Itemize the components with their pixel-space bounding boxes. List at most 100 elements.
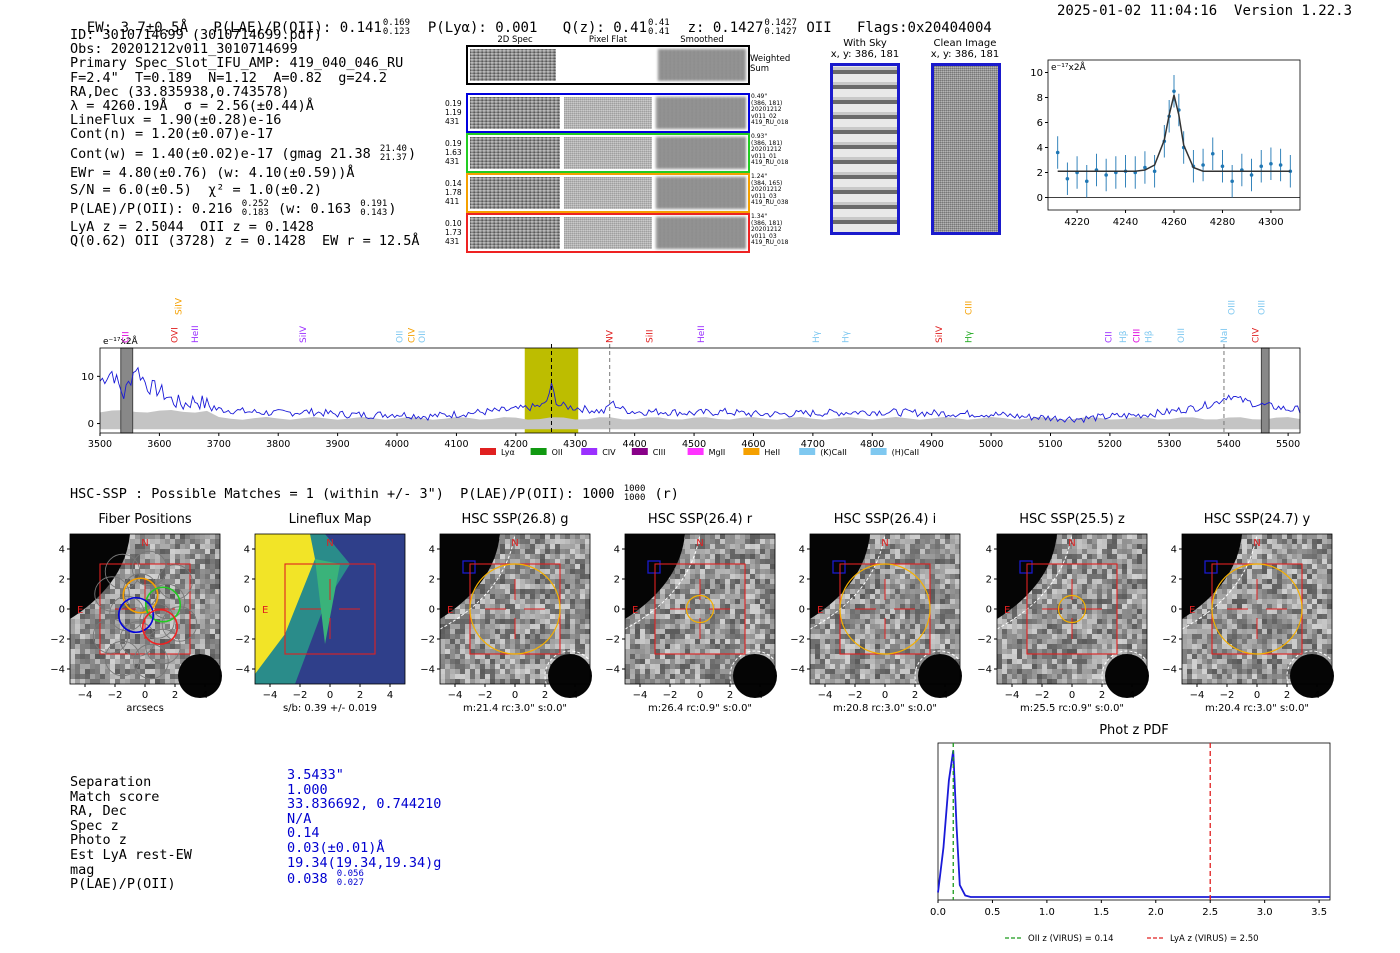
hsc-pixel (920, 554, 925, 559)
spectrum-line-label: OIII (1257, 300, 1267, 315)
hsc-pixel (500, 539, 505, 544)
hsc-pixel (1062, 614, 1067, 619)
hsc-pixel (540, 644, 545, 649)
hsc-pixel (185, 584, 190, 589)
hsc-pixel (575, 609, 580, 614)
hsc-pixel (555, 639, 560, 644)
hsc-pixel (125, 579, 130, 584)
hsc-pixel (645, 654, 650, 659)
hsc-pixel (715, 659, 720, 664)
hsc-pixel (90, 629, 95, 634)
hsc-pixel (530, 644, 535, 649)
hsc-pixel (660, 634, 665, 639)
hsc-pixel (1122, 569, 1127, 574)
hsc-pixel (855, 599, 860, 604)
hsc-pixel (515, 674, 520, 679)
mask-contour (729, 650, 780, 702)
hsc-pixel (175, 649, 180, 654)
hsc-pixel (470, 614, 475, 619)
hsc-pixel (645, 659, 650, 664)
hsc-pixel (900, 574, 905, 579)
hsc-xtick-label: 0 (327, 690, 333, 701)
hsc-pixel (1002, 644, 1007, 649)
hsc-pixel (1107, 659, 1112, 664)
hsc-pixel (930, 589, 935, 594)
hsc-pixel (875, 534, 880, 539)
hsc-pixel (85, 609, 90, 614)
hsc-pixel (1047, 569, 1052, 574)
hsc-pixel (1032, 609, 1037, 614)
hsc-pixel (750, 639, 755, 644)
hsc-pixel (1102, 539, 1107, 544)
hsc-pixel (535, 649, 540, 654)
hsc-pixel (670, 674, 675, 679)
east-label: E (817, 605, 823, 616)
hsc-pixel (880, 674, 885, 679)
q-line: Q(0.62) OII (3728) z = 0.1428 EW r = 12.… (70, 233, 420, 250)
hsc-pixel (740, 629, 745, 634)
hsc-pixel (625, 679, 630, 684)
hsc-pixel (460, 679, 465, 684)
hsc-pixel (1002, 664, 1007, 669)
hsc-pixel (695, 574, 700, 579)
hsc-pixel (715, 674, 720, 679)
hsc-pixel (1082, 649, 1087, 654)
hsc-pixel (665, 669, 670, 674)
hsc-pixel (1112, 614, 1117, 619)
hsc-pixel (1102, 549, 1107, 554)
hsc-pixel (1092, 609, 1097, 614)
hsc-pixel (570, 554, 575, 559)
hsc-pixel (570, 599, 575, 604)
hsc-pixel (185, 619, 190, 624)
hsc-pixel (740, 599, 745, 604)
hsc-pixel (825, 679, 830, 684)
hsc-pixel (1102, 564, 1107, 569)
hsc-pixel (690, 644, 695, 649)
hsc-pixel (520, 649, 525, 654)
plae-a: P(LAE)/P(OII): 0.216 (70, 201, 233, 218)
hsc-pixel (695, 659, 700, 664)
hsc-pixel (580, 579, 585, 584)
hsc-pixel (475, 634, 480, 639)
hsc-pixel (520, 624, 525, 629)
hsc-pixel (1077, 584, 1082, 589)
hsc-pixel (100, 629, 105, 634)
hsc-pixel (750, 614, 755, 619)
hsc-pixel (575, 579, 580, 584)
hsc-pixel (550, 619, 555, 624)
hsc-ytick-label: −4 (50, 665, 65, 676)
hsc-pixel (570, 569, 575, 574)
hsc-pixel (1002, 619, 1007, 624)
hsc-pixel (1087, 539, 1092, 544)
hsc-pixel (145, 544, 150, 549)
hsc-pixel (1062, 664, 1067, 669)
hsc-pixel (725, 574, 730, 579)
hsc-pixel (740, 644, 745, 649)
hsc-pixel (545, 614, 550, 619)
hsc-pixel (770, 589, 775, 594)
hsc-pixel (885, 534, 890, 539)
hsc-pixel (695, 564, 700, 569)
hsc-pixel (930, 559, 935, 564)
hsc-pixel (875, 594, 880, 599)
hsc-pixel (170, 564, 175, 569)
hsc-pixel (635, 624, 640, 629)
hsc-pixel (145, 639, 150, 644)
fiber-stats: 0.19 1.19 431 (445, 99, 465, 126)
hsc-pixel (145, 589, 150, 594)
hsc-pixel (70, 619, 75, 624)
hsc-pixel (1082, 559, 1087, 564)
hsc-pixel (935, 559, 940, 564)
hsc-pixel (1132, 574, 1137, 579)
hsc-pixel (890, 564, 895, 569)
hsc-pixel (1052, 674, 1057, 679)
hsc-pixel (155, 574, 160, 579)
hsc-pixel (565, 644, 570, 649)
hsc-pixel (190, 614, 195, 619)
hsc-pixel (820, 634, 825, 639)
hsc-pixel (895, 634, 900, 639)
hsc-pixel (535, 614, 540, 619)
hsc-pixel (810, 629, 815, 634)
hsc-pixel (515, 654, 520, 659)
hsc-pixel (105, 629, 110, 634)
